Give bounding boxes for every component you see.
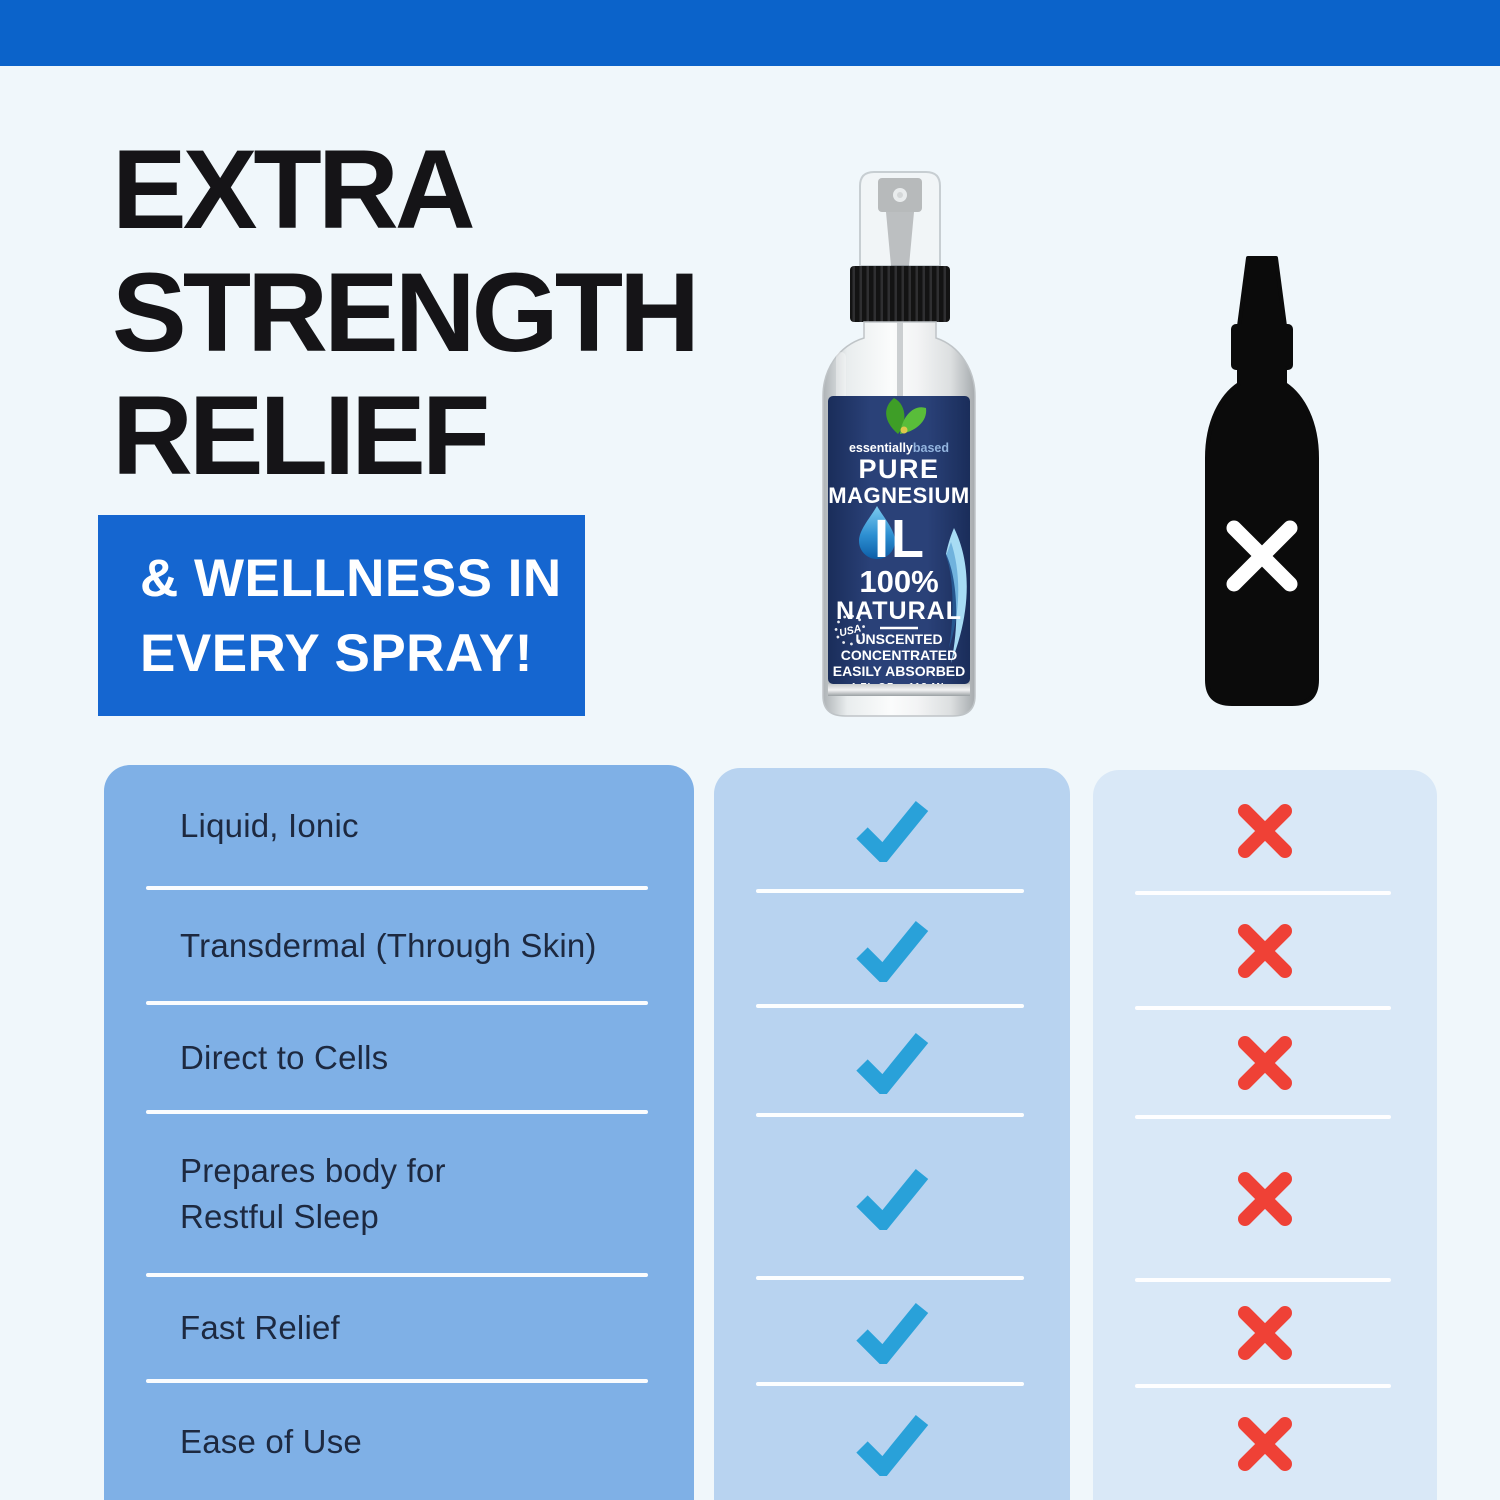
feature-row: Direct to Cells xyxy=(104,1005,694,1110)
check-icon xyxy=(856,800,929,862)
flame-accent-shadow xyxy=(946,542,959,648)
product-label: essentiallybased PURE MAGNESIUM IL 100% … xyxy=(828,396,970,693)
feature-label: Transdermal (Through Skin) xyxy=(180,926,597,964)
label-feature-1: UNSCENTED xyxy=(855,631,942,647)
label-pure: PURE xyxy=(858,454,939,484)
row-divider xyxy=(1135,1278,1391,1282)
banner-line-2: EVERY SPRAY! xyxy=(140,623,533,683)
top-accent-bar xyxy=(0,0,1500,66)
label-natural: NATURAL xyxy=(836,597,962,625)
brand-name-bold: essentially xyxy=(849,441,913,455)
product-cell xyxy=(714,1117,1070,1276)
row-divider xyxy=(756,1113,1024,1117)
label-100pct: 100% xyxy=(859,564,938,599)
product-cell xyxy=(714,893,1070,1004)
product-column xyxy=(714,768,1070,1500)
check-icon xyxy=(856,1168,929,1230)
clear-cap xyxy=(859,171,941,267)
row-divider xyxy=(756,889,1024,893)
label-oil-suffix: IL xyxy=(874,509,926,569)
product-cell xyxy=(714,1386,1070,1500)
dip-tube xyxy=(897,322,903,398)
cross-icon xyxy=(1238,1171,1292,1226)
product-cell xyxy=(714,1280,1070,1382)
competitor-cell xyxy=(1093,770,1437,891)
svg-text:essentiallybased: essentiallybased xyxy=(849,441,949,455)
headline-line-3: RELIEF xyxy=(112,373,490,498)
banner-line-1: & WELLNESS IN xyxy=(140,548,562,608)
row-divider xyxy=(146,1379,648,1383)
competitor-cell xyxy=(1093,1282,1437,1384)
row-divider xyxy=(146,1001,648,1005)
water-drop-icon xyxy=(859,506,895,559)
usa-badge-text: USA xyxy=(838,622,862,639)
row-divider xyxy=(1135,891,1391,895)
bottle-collar xyxy=(850,266,950,322)
label-feature-3: EASILY ABSORBED xyxy=(833,663,966,679)
row-divider xyxy=(1135,1006,1391,1010)
product-bottle-image: essentiallybased PURE MAGNESIUM IL 100% … xyxy=(822,171,976,717)
cross-icon xyxy=(1238,1417,1292,1471)
feature-row: Ease of Use xyxy=(104,1383,694,1500)
product-cell xyxy=(714,768,1070,889)
feature-label: Prepares body for xyxy=(180,1151,446,1189)
label-magnesium: MAGNESIUM xyxy=(828,483,969,508)
row-divider xyxy=(756,1276,1024,1280)
cross-icon xyxy=(1238,1306,1292,1360)
row-divider xyxy=(146,1110,648,1114)
feature-row: Fast Relief xyxy=(104,1277,694,1379)
main-headline: EXTRA STRENGTH RELIEF xyxy=(112,127,700,498)
competitor-column xyxy=(1093,770,1437,1500)
flame-accent xyxy=(946,528,967,663)
wellness-banner: & WELLNESS IN EVERY SPRAY! xyxy=(98,515,585,716)
check-icon xyxy=(856,1302,929,1364)
competitor-cell xyxy=(1093,1388,1437,1500)
rejected-bottle-icon xyxy=(1205,256,1319,706)
label-base-band xyxy=(828,684,970,696)
row-divider xyxy=(146,1273,648,1277)
leaf-logo-icon xyxy=(886,398,927,434)
cross-icon xyxy=(1238,1035,1292,1090)
check-icon xyxy=(856,1414,929,1476)
cross-icon xyxy=(1238,923,1292,978)
feature-label: Restful Sleep xyxy=(180,1197,379,1235)
feature-label: Liquid, Ionic xyxy=(180,806,359,844)
feature-row: Transdermal (Through Skin) xyxy=(104,890,694,1001)
feature-label: Ease of Use xyxy=(180,1422,362,1460)
check-icon xyxy=(856,920,929,982)
row-divider xyxy=(146,886,648,890)
competitor-cell xyxy=(1093,895,1437,1006)
headline-line-2: STRENGTH xyxy=(112,250,700,375)
label-feature-2: CONCENTRATED xyxy=(841,647,957,663)
feature-column: Liquid, Ionic Transdermal (Through Skin)… xyxy=(104,765,694,1500)
product-cell xyxy=(714,1008,1070,1113)
white-x-icon xyxy=(1226,520,1298,592)
feature-label: Direct to Cells xyxy=(180,1038,389,1076)
competitor-cell xyxy=(1093,1119,1437,1278)
brand-name-light: based xyxy=(913,441,949,455)
row-divider xyxy=(756,1382,1024,1386)
cross-icon xyxy=(1238,803,1292,858)
row-divider xyxy=(756,1004,1024,1008)
check-icon xyxy=(856,1032,929,1094)
feature-row: Liquid, Ionic xyxy=(104,765,694,886)
headline-line-1: EXTRA xyxy=(112,127,476,252)
row-divider xyxy=(1135,1115,1391,1119)
made-in-usa-badge: USA xyxy=(834,614,865,646)
row-divider xyxy=(1135,1384,1391,1388)
feature-row: Prepares body for Restful Sleep xyxy=(104,1114,694,1273)
competitor-cell xyxy=(1093,1010,1437,1115)
feature-label: Fast Relief xyxy=(180,1309,340,1346)
